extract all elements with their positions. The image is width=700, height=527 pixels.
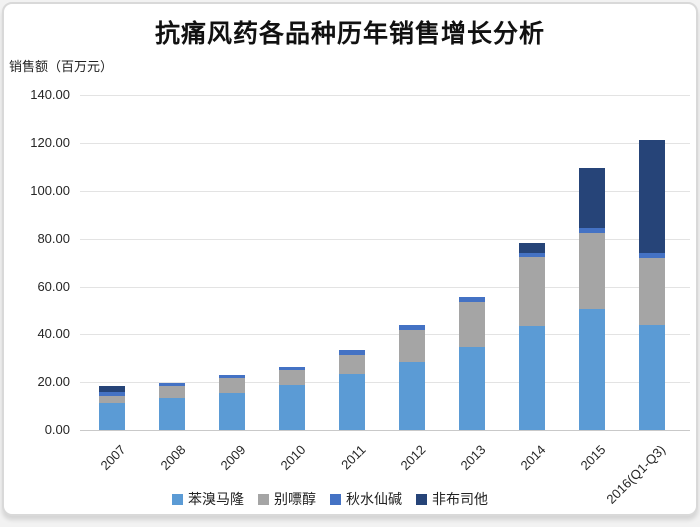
x-tick-label-2008: 2008: [157, 442, 189, 474]
stacked-bar-2013: [458, 296, 485, 430]
legend-label: 非布司他: [432, 491, 488, 507]
y-tick-label: 0.00: [44, 422, 70, 437]
gridline-20.00: [80, 382, 690, 384]
stacked-bar-2009: [218, 374, 245, 430]
gridline-120.00: [80, 143, 690, 145]
bar-segment-苯溴马隆-2007: [98, 403, 125, 430]
y-tick-label: 80.00: [37, 230, 70, 246]
gridline-60.00: [80, 286, 690, 288]
bar-segment-非布司他-2016(Q1-Q3): [638, 139, 665, 254]
x-tick-label-2011: 2011: [337, 442, 369, 473]
bar-segment-秋水仙碱-2012: [398, 325, 425, 331]
gridline-40.00: [80, 334, 690, 336]
legend-item-别嘌醇: 别嘌醇: [258, 489, 316, 509]
bar-segment-非布司他-2007: [98, 385, 125, 392]
bar-segment-非布司他-2015: [578, 168, 605, 228]
stacked-bar-2007: [98, 385, 125, 430]
stacked-bar-2010: [278, 366, 305, 430]
y-tick-label: 20.00: [37, 374, 70, 390]
x-tick-label-2014: 2014: [517, 442, 549, 474]
bar-segment-非布司他-2014: [518, 243, 545, 254]
bar-segment-秋水仙碱-2015: [578, 227, 605, 233]
bar-segment-苯溴马隆-2008: [158, 398, 185, 430]
legend-label: 别嘌醇: [274, 491, 316, 507]
gridline-80.00: [80, 238, 690, 240]
bar-segment-苯溴马隆-2016(Q1-Q3): [638, 325, 665, 430]
y-axis-label: 销售额（百万元）: [9, 59, 114, 74]
bar-segment-别嘌醇-2008: [158, 386, 185, 399]
bar-segment-秋水仙碱-2007: [98, 391, 125, 396]
legend-label: 苯溴马隆: [188, 491, 244, 507]
bar-segment-别嘌醇-2014: [518, 257, 545, 326]
bar-segment-秋水仙碱-2014: [518, 253, 545, 258]
y-tick-label: 120.00: [30, 135, 70, 151]
x-tick-label-2007: 2007: [97, 442, 129, 474]
bar-segment-苯溴马隆-2013: [458, 347, 485, 430]
y-tick-label: 140.00: [30, 87, 70, 103]
stacked-bar-2015: [578, 168, 605, 430]
x-tick-label-2012: 2012: [397, 442, 429, 474]
y-tick-label: 40.00: [37, 326, 70, 342]
bar-segment-别嘌醇-2011: [338, 354, 365, 375]
legend-swatch-icon: [258, 493, 269, 505]
y-tick-label: 100.00: [30, 182, 70, 198]
bar-segment-秋水仙碱-2011: [338, 349, 365, 355]
legend-item-秋水仙碱: 秋水仙碱: [330, 489, 402, 509]
stacked-bar-2016(Q1-Q3): [638, 139, 665, 430]
bar-segment-秋水仙碱-2010: [278, 366, 305, 370]
stacked-bar-2012: [398, 325, 425, 430]
bar-segment-别嘌醇-2015: [578, 232, 605, 309]
legend-swatch-icon: [172, 493, 183, 505]
bar-segment-别嘌醇-2016(Q1-Q3): [638, 258, 665, 326]
legend-swatch-icon: [416, 493, 427, 505]
bar-segment-秋水仙碱-2008: [158, 382, 185, 387]
stacked-bar-2014: [518, 243, 545, 430]
legend-label: 秋水仙碱: [346, 491, 402, 507]
bar-segment-苯溴马隆-2010: [278, 385, 305, 430]
bar-segment-秋水仙碱-2009: [218, 374, 245, 379]
x-tick-label-2010: 2010: [277, 442, 309, 474]
bar-segment-别嘌醇-2009: [218, 378, 245, 394]
x-tick-label-2009: 2009: [217, 442, 249, 474]
bar-segment-别嘌醇-2007: [98, 395, 125, 404]
bar-segment-别嘌醇-2012: [398, 330, 425, 363]
x-tick-label-2013: 2013: [457, 442, 489, 474]
bar-segment-别嘌醇-2010: [278, 369, 305, 386]
gridline-0.00: [80, 430, 690, 431]
gridline-100.00: [80, 190, 690, 192]
legend-swatch-icon: [330, 493, 341, 505]
legend-item-非布司他: 非布司他: [416, 489, 488, 509]
bar-segment-秋水仙碱-2013: [458, 296, 485, 302]
gridline-140.00: [80, 95, 690, 97]
bar-segment-秋水仙碱-2016(Q1-Q3): [638, 253, 665, 259]
bar-segment-别嘌醇-2013: [458, 301, 485, 348]
legend: 苯溴马隆 别嘌醇 秋水仙碱 非布司他: [0, 489, 660, 509]
bar-segment-苯溴马隆-2015: [578, 309, 605, 430]
stacked-bar-2008: [158, 382, 185, 430]
chart-title: 抗痛风药各品种历年销售增长分析: [154, 20, 545, 48]
stacked-bar-2011: [338, 349, 365, 430]
legend-item-苯溴马隆: 苯溴马隆: [172, 489, 244, 509]
bar-segment-苯溴马隆-2009: [218, 393, 245, 430]
x-tick-label-2015: 2015: [577, 442, 609, 474]
bar-segment-苯溴马隆-2014: [518, 325, 545, 430]
y-tick-label: 60.00: [37, 278, 70, 294]
bar-segment-苯溴马隆-2011: [338, 374, 365, 430]
bar-segment-苯溴马隆-2012: [398, 362, 425, 430]
